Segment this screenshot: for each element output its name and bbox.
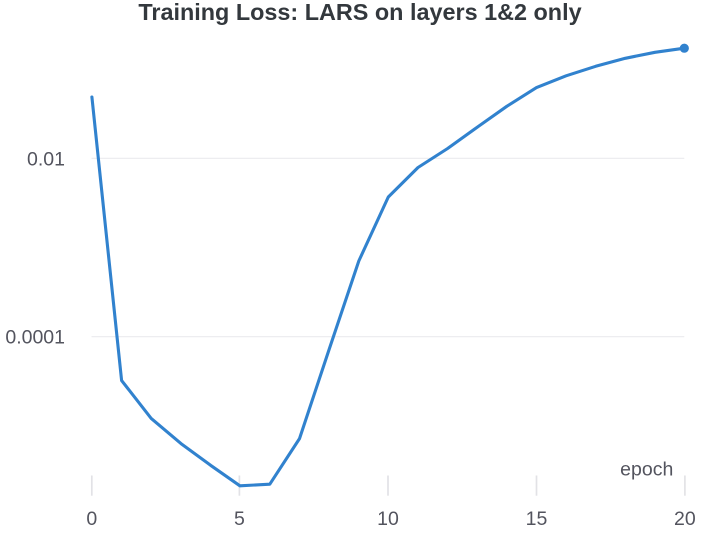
svg-text:Training Loss: LARS on layers: Training Loss: LARS on layers 1&2 only xyxy=(138,0,581,25)
svg-text:10: 10 xyxy=(377,508,399,530)
svg-text:20: 20 xyxy=(674,508,696,530)
svg-text:0.0001: 0.0001 xyxy=(5,327,65,349)
svg-text:0: 0 xyxy=(86,508,97,530)
svg-text:epoch: epoch xyxy=(620,459,673,481)
svg-text:0.01: 0.01 xyxy=(27,148,65,170)
svg-text:15: 15 xyxy=(526,508,548,530)
svg-text:5: 5 xyxy=(234,508,245,530)
